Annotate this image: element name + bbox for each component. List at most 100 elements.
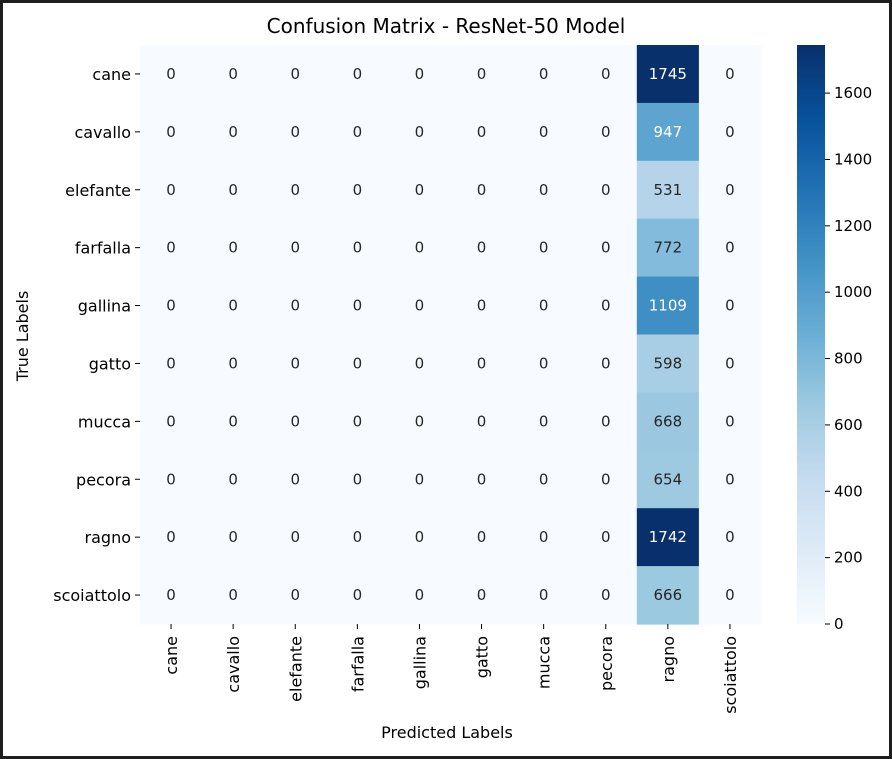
heatmap-cell <box>450 160 514 220</box>
heatmap-cell <box>388 160 452 220</box>
y-tick-label: farfalla <box>75 239 131 258</box>
heatmap-cell <box>202 566 265 625</box>
heatmap-cell <box>698 508 762 567</box>
heatmap-cell-value: 0 <box>166 354 176 372</box>
heatmap-cell-value: 0 <box>539 354 549 372</box>
heatmap-cell-value: 0 <box>353 586 363 604</box>
heatmap-cell <box>574 392 638 451</box>
colorbar-tick-label: 1600 <box>834 84 872 102</box>
heatmap-cell <box>326 566 389 625</box>
heatmap-cell <box>698 392 762 451</box>
heatmap-cell-value: 598 <box>654 354 683 372</box>
heatmap-cell <box>202 102 265 162</box>
x-tick-label: ragno <box>659 636 678 682</box>
confusion-matrix-chart: Confusion Matrix - ResNet-50 Model Predi… <box>13 14 872 742</box>
heatmap-cell <box>450 566 514 625</box>
heatmap-cell <box>140 566 203 625</box>
heatmap-cell-value: 0 <box>601 528 611 546</box>
heatmap-cell <box>388 102 452 162</box>
heatmap-cell <box>450 218 514 278</box>
heatmap-cells <box>140 45 762 625</box>
y-tick-label: cane <box>92 65 131 84</box>
heatmap-cell-value: 0 <box>290 412 300 430</box>
heatmap-cell <box>140 102 203 162</box>
heatmap-cell-value: 0 <box>415 586 425 604</box>
heatmap-cell-value: 0 <box>353 297 363 315</box>
heatmap-cell <box>326 102 389 162</box>
heatmap-cell-value: 0 <box>601 123 611 141</box>
heatmap-cell-value: 0 <box>290 586 300 604</box>
heatmap-cell-value: 0 <box>228 470 238 488</box>
heatmap-cell <box>140 508 203 567</box>
heatmap-cell-value: 0 <box>725 586 735 604</box>
heatmap-cell-value: 0 <box>415 123 425 141</box>
heatmap-cell <box>140 218 203 278</box>
heatmap-cell-value: 0 <box>353 65 363 83</box>
heatmap-cell <box>636 566 700 625</box>
heatmap-cell-value: 0 <box>539 297 549 315</box>
heatmap-cell <box>264 334 327 393</box>
heatmap-cell <box>202 160 265 220</box>
heatmap-cell-value: 0 <box>477 586 487 604</box>
x-tick-label: farfalla <box>348 636 367 692</box>
heatmap-cell-value: 0 <box>228 412 238 430</box>
heatmap-cell <box>636 334 700 393</box>
colorbar-tick-label: 400 <box>834 482 863 500</box>
heatmap-cell-value: 0 <box>601 586 611 604</box>
heatmap-cell <box>140 334 203 393</box>
heatmap-cell <box>326 218 389 278</box>
heatmap-cell-value: 0 <box>415 528 425 546</box>
heatmap-cell-value: 0 <box>166 239 176 257</box>
heatmap-cell-value: 0 <box>353 181 363 199</box>
heatmap-cell-value: 0 <box>166 123 176 141</box>
heatmap-cell <box>698 218 762 278</box>
heatmap-cell-value: 0 <box>166 297 176 315</box>
heatmap-cell <box>512 160 576 220</box>
y-tick-label: ragno <box>85 528 131 547</box>
heatmap-cell-value: 0 <box>539 470 549 488</box>
heatmap-cell <box>202 508 265 567</box>
colorbar-tick-label: 1000 <box>834 283 872 301</box>
colorbar <box>797 45 825 624</box>
heatmap-cell-value: 0 <box>725 528 735 546</box>
heatmap-cell <box>636 160 700 220</box>
heatmap-cell <box>698 450 762 509</box>
heatmap-cell <box>574 566 638 625</box>
heatmap-cell-value: 0 <box>539 239 549 257</box>
heatmap-cell <box>202 276 265 336</box>
heatmap-cell-value: 0 <box>415 65 425 83</box>
heatmap-cell <box>264 566 327 625</box>
heatmap-cell-value: 0 <box>415 354 425 372</box>
heatmap-cell <box>636 508 700 567</box>
x-tick-label: gatto <box>473 636 492 678</box>
y-tick-label: elefante <box>65 181 131 200</box>
heatmap-cell-value: 0 <box>539 65 549 83</box>
heatmap-cell-value: 0 <box>601 297 611 315</box>
heatmap-cell <box>202 450 265 509</box>
heatmap-cell <box>388 566 452 625</box>
heatmap-cell <box>512 276 576 336</box>
heatmap-cell <box>636 102 700 162</box>
heatmap-cell-value: 0 <box>477 65 487 83</box>
heatmap-cell-value: 531 <box>654 181 683 199</box>
heatmap-cell-value: 0 <box>539 528 549 546</box>
heatmap-cell-value: 0 <box>353 528 363 546</box>
heatmap-cell-value: 0 <box>725 297 735 315</box>
heatmap-cell-value: 0 <box>353 412 363 430</box>
heatmap-cell-value: 0 <box>725 181 735 199</box>
heatmap-cell <box>450 102 514 162</box>
y-axis-ticks: cane cavallo elefante farfalla gallina gatto m… <box>53 65 140 605</box>
heatmap-cell-value: 0 <box>290 528 300 546</box>
heatmap-cell <box>264 45 327 104</box>
x-tick-label: scoiattolo <box>721 636 740 714</box>
heatmap-cell <box>140 45 203 104</box>
heatmap-cell <box>512 102 576 162</box>
heatmap-cell <box>450 508 514 567</box>
heatmap-cell <box>140 450 203 509</box>
heatmap-cell-value: 668 <box>654 412 683 430</box>
heatmap-cell-value: 0 <box>477 528 487 546</box>
heatmap-cell-value: 0 <box>228 297 238 315</box>
heatmap-cell-value: 0 <box>539 586 549 604</box>
heatmap-cell <box>636 45 700 104</box>
heatmap-cell <box>574 450 638 509</box>
